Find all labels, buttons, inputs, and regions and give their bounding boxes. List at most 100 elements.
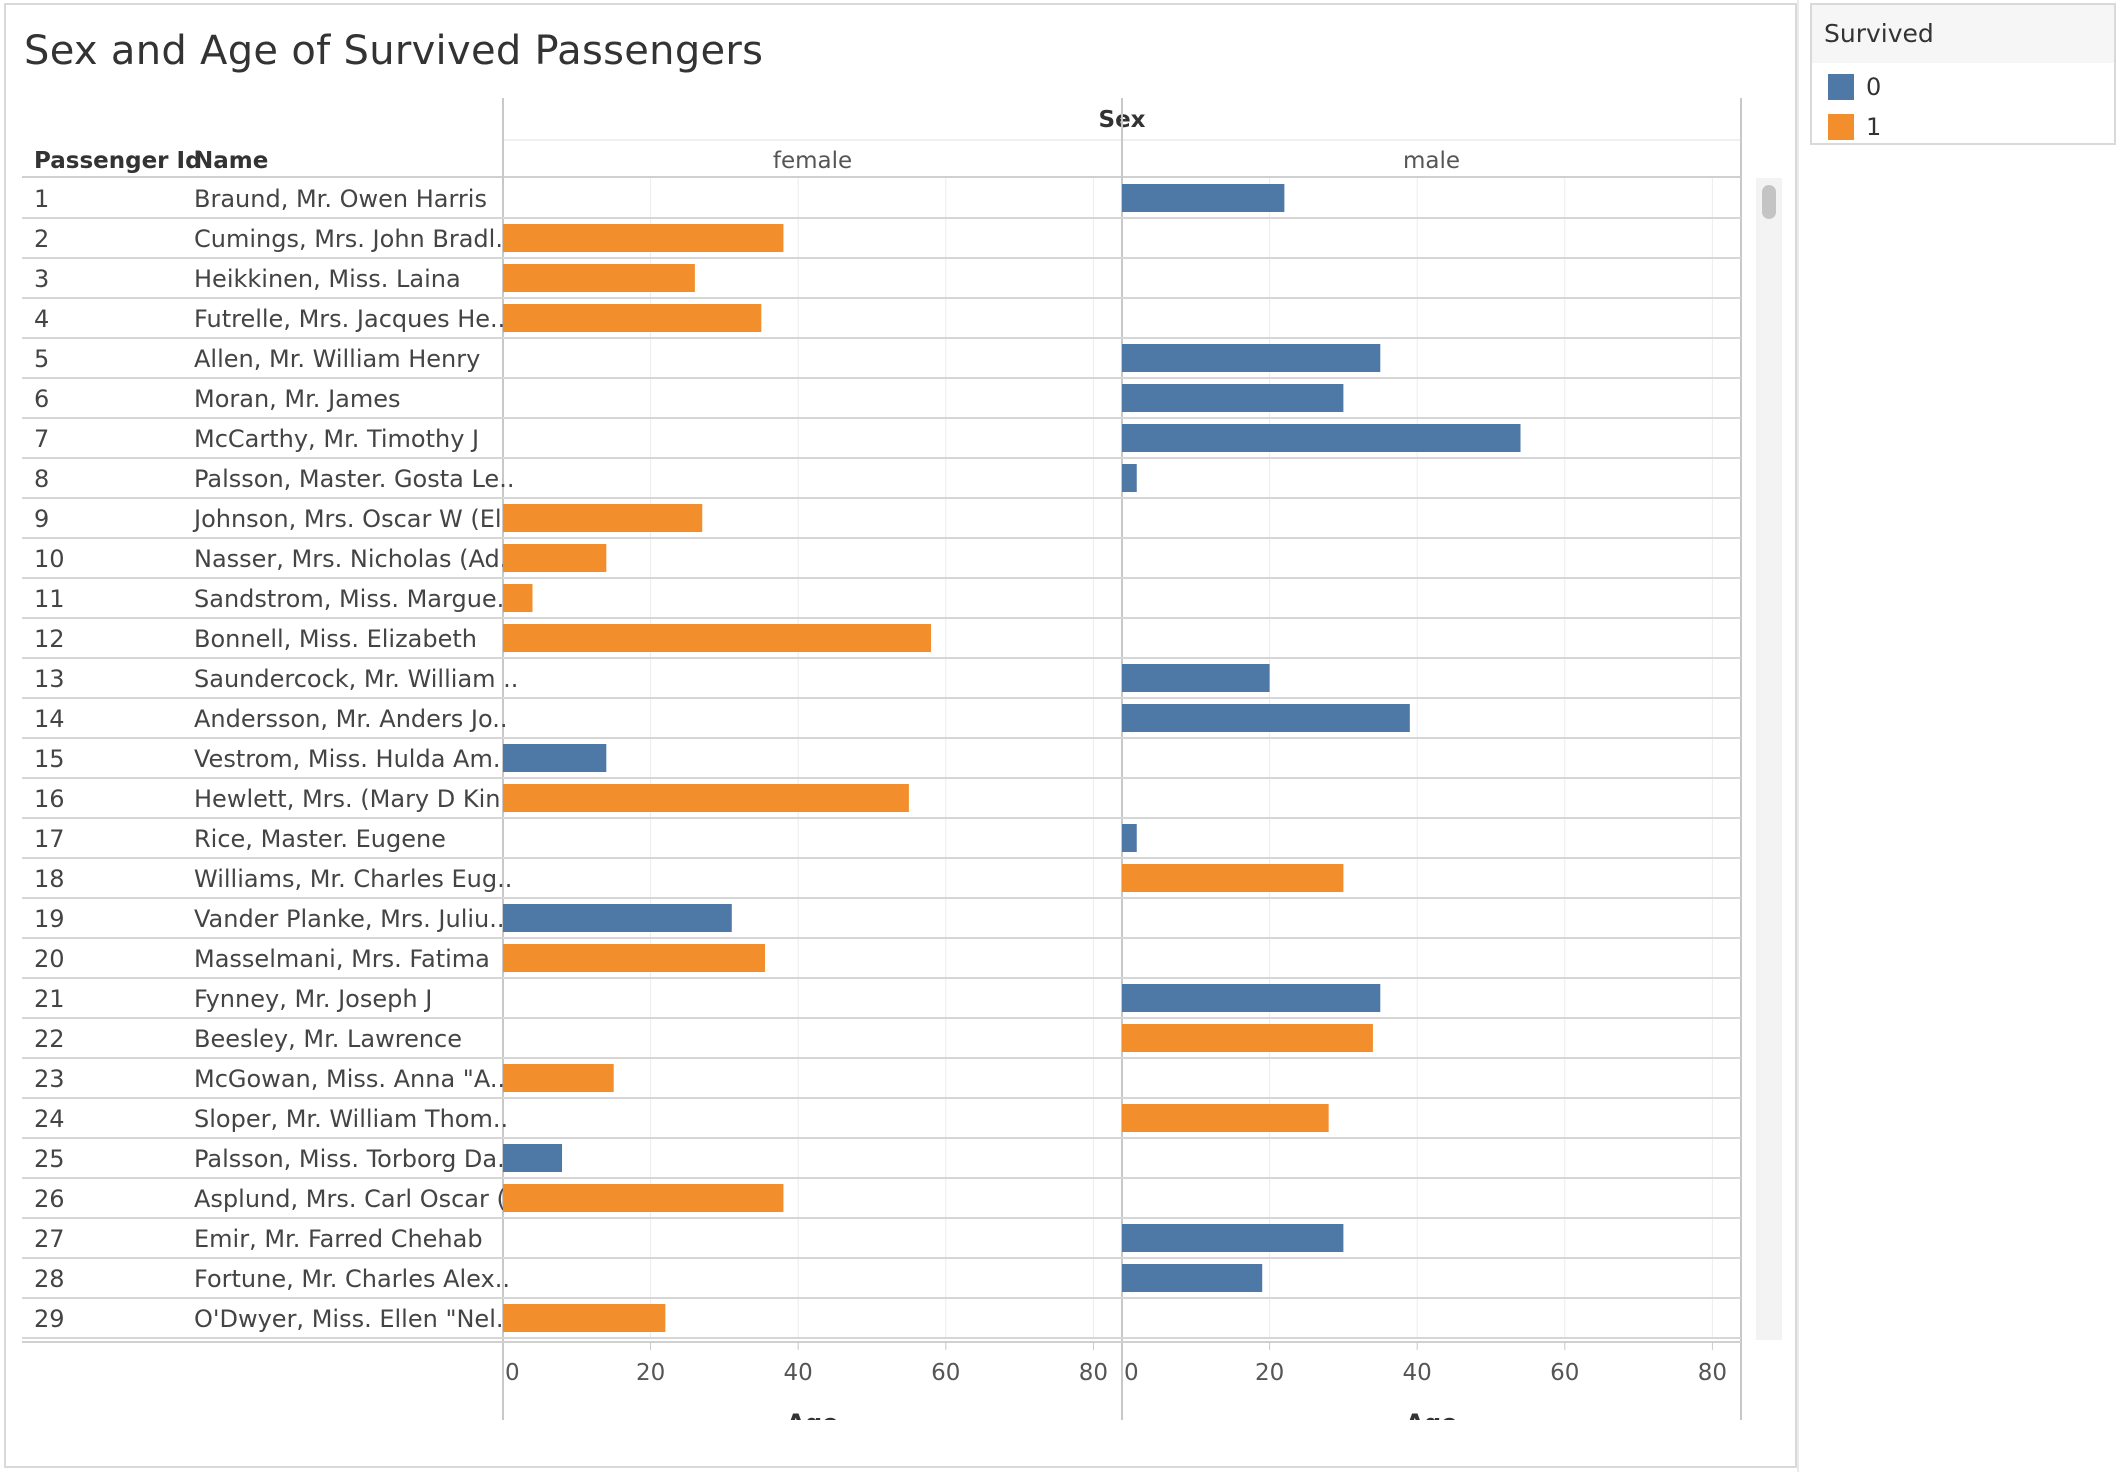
header-passenger-id: Passenger Id — [34, 148, 202, 174]
bar-16 — [503, 784, 909, 812]
header-female: female — [773, 148, 852, 174]
bar-21 — [1122, 984, 1381, 1012]
row-name: Palsson, Miss. Torborg Da.. — [194, 1145, 512, 1173]
bar-24 — [1122, 1104, 1329, 1132]
legend: Survived 0 1 — [1810, 3, 2116, 145]
bar-17 — [1122, 824, 1137, 852]
row-id: 13 — [34, 665, 65, 693]
bar-6 — [1122, 384, 1344, 412]
row-id: 18 — [34, 865, 65, 893]
xtick-label: 20 — [1255, 1360, 1284, 1386]
row-id: 4 — [34, 305, 49, 333]
row-id: 6 — [34, 385, 49, 413]
row-name: Sandstrom, Miss. Margue.. — [194, 585, 512, 613]
xtick-label: 40 — [1403, 1360, 1432, 1386]
row-id: 2 — [34, 225, 49, 253]
legend-label-1: 1 — [1866, 113, 1882, 141]
row-id: 3 — [34, 265, 49, 293]
row-name: Hewlett, Mrs. (Mary D Kin.. — [194, 785, 516, 813]
xtick-label: 20 — [636, 1360, 665, 1386]
row-id: 5 — [34, 345, 49, 373]
bar-9 — [503, 504, 703, 532]
bar-4 — [503, 304, 762, 332]
legend-label-0: 0 — [1866, 73, 1882, 101]
row-id: 9 — [34, 505, 49, 533]
row-name: Masselmani, Mrs. Fatima — [194, 945, 490, 973]
row-id: 11 — [34, 585, 65, 613]
bar-8 — [1122, 464, 1137, 492]
row-id: 16 — [34, 785, 65, 813]
row-id: 10 — [34, 545, 65, 573]
row-name: Futrelle, Mrs. Jacques He.. — [194, 305, 505, 333]
xtick-label: 80 — [1079, 1360, 1108, 1386]
row-name: Sloper, Mr. William Thom.. — [194, 1105, 508, 1133]
row-id: 23 — [34, 1065, 65, 1093]
row-name: Cumings, Mrs. John Bradl.. — [194, 225, 511, 253]
row-id: 20 — [34, 945, 65, 973]
row-name: O'Dwyer, Miss. Ellen "Nel.. — [194, 1305, 511, 1333]
row-name: Fynney, Mr. Joseph J — [194, 985, 432, 1013]
row-id: 22 — [34, 1025, 65, 1053]
bar-28 — [1122, 1264, 1263, 1292]
bar-27 — [1122, 1224, 1344, 1252]
bar-12 — [503, 624, 932, 652]
xtick-label: 60 — [931, 1360, 960, 1386]
row-name: Asplund, Mrs. Carl Oscar (.. — [194, 1185, 521, 1213]
xtick-label: 80 — [1698, 1360, 1727, 1386]
row-name: Andersson, Mr. Anders Jo.. — [194, 705, 508, 733]
dashboard-divider — [1797, 0, 1799, 1472]
xtick-label: 40 — [784, 1360, 813, 1386]
legend-swatch-1 — [1828, 114, 1854, 140]
xtick-label: 60 — [1550, 1360, 1579, 1386]
bar-15 — [503, 744, 607, 772]
header-male: male — [1403, 148, 1460, 174]
row-name: Bonnell, Miss. Elizabeth — [194, 625, 477, 653]
row-name: McGowan, Miss. Anna "A.. — [194, 1065, 505, 1093]
row-name: McCarthy, Mr. Timothy J — [194, 425, 479, 453]
row-id: 17 — [34, 825, 65, 853]
row-id: 21 — [34, 985, 65, 1013]
bar-5 — [1122, 344, 1381, 372]
row-id: 15 — [34, 745, 65, 773]
viz-container — [4, 3, 1797, 1468]
bar-23 — [503, 1064, 614, 1092]
legend-swatch-0 — [1828, 74, 1854, 100]
bar-2 — [503, 224, 784, 252]
bar-26 — [503, 1184, 784, 1212]
row-id: 1 — [34, 185, 49, 213]
scrollbar-thumb[interactable] — [1762, 185, 1776, 219]
row-name: Braund, Mr. Owen Harris — [194, 185, 487, 213]
bar-1 — [1122, 184, 1285, 212]
row-id: 7 — [34, 425, 49, 453]
row-name: Fortune, Mr. Charles Alex.. — [194, 1265, 510, 1293]
bar-3 — [503, 264, 695, 292]
row-id: 19 — [34, 905, 65, 933]
row-id: 26 — [34, 1185, 65, 1213]
bar-29 — [503, 1304, 666, 1332]
row-id: 28 — [34, 1265, 65, 1293]
header-name: Name — [194, 148, 268, 174]
row-name: Vander Planke, Mrs. Juliu.. — [194, 905, 505, 933]
x-axis-label: Age — [786, 1409, 838, 1420]
row-id: 14 — [34, 705, 65, 733]
bar-18 — [1122, 864, 1344, 892]
bar-7 — [1122, 424, 1521, 452]
legend-title: Survived — [1824, 19, 1934, 48]
vertical-scrollbar[interactable] — [1756, 178, 1782, 1340]
row-name: Allen, Mr. William Henry — [194, 345, 480, 373]
bar-22 — [1122, 1024, 1373, 1052]
row-name: Johnson, Mrs. Oscar W (El.. — [192, 505, 517, 533]
row-name: Saundercock, Mr. William .. — [194, 665, 518, 693]
xtick-label: 0 — [505, 1360, 520, 1386]
row-id: 27 — [34, 1225, 65, 1253]
bar-14 — [1122, 704, 1410, 732]
row-name: Williams, Mr. Charles Eug.. — [194, 865, 512, 893]
bar-10 — [503, 544, 607, 572]
row-name: Beesley, Mr. Lawrence — [194, 1025, 462, 1053]
row-name: Nasser, Mrs. Nicholas (Ad.. — [194, 545, 515, 573]
row-name: Moran, Mr. James — [194, 385, 401, 413]
bar-19 — [503, 904, 732, 932]
xtick-label: 0 — [1124, 1360, 1139, 1386]
row-id: 25 — [34, 1145, 65, 1173]
